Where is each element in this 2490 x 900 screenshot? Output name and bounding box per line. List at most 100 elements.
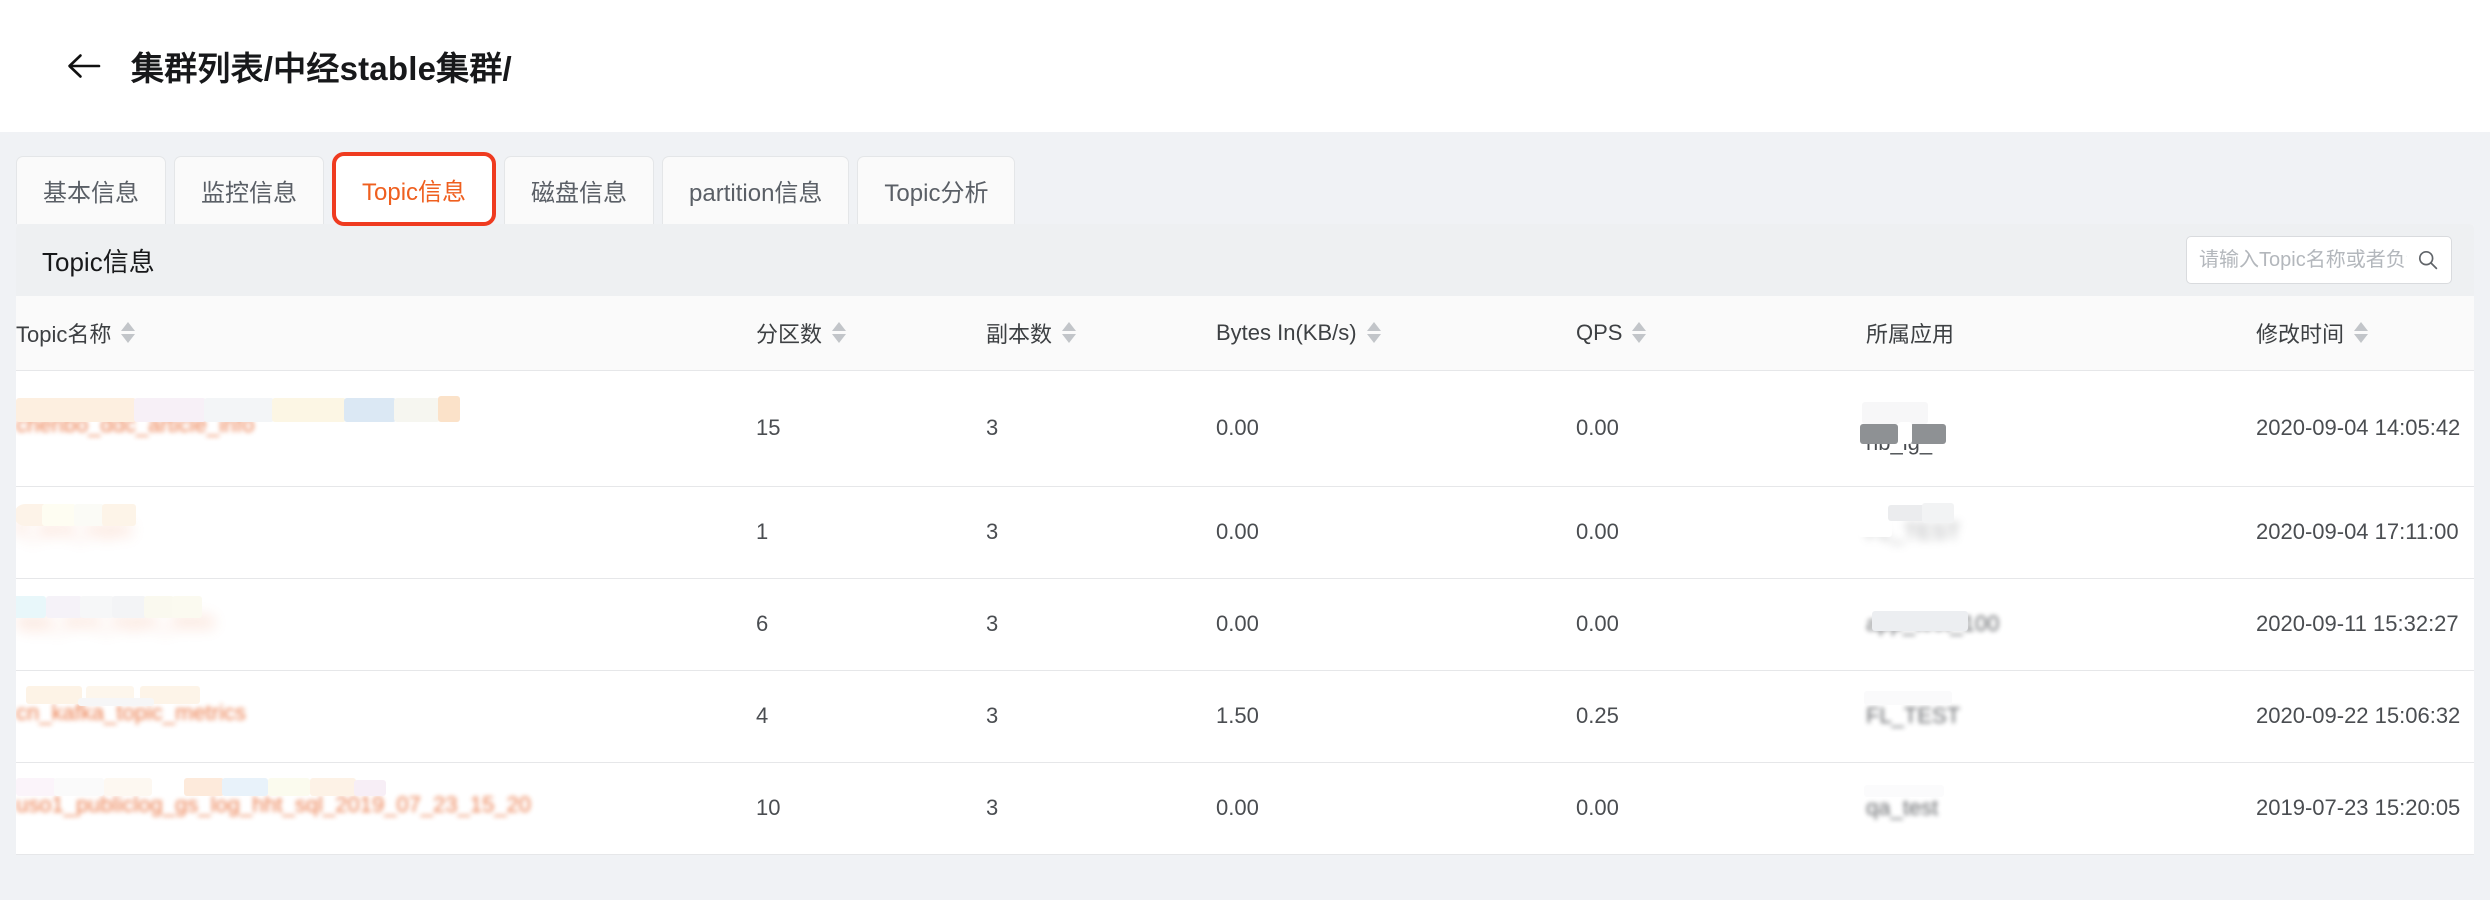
app-name-secondary: nb_lg_ xyxy=(1866,430,1933,455)
caret-up-icon xyxy=(121,322,136,332)
column-header-bytes-in[interactable]: Bytes In(KB/s) xyxy=(1216,296,1576,371)
caret-down-icon xyxy=(1366,334,1381,344)
cell-topic-name[interactable]: uso1_publiclog_gs_log_hht_sql_2019_07_23… xyxy=(16,762,756,855)
caret-down-icon xyxy=(121,334,136,344)
sort-toggle-modified-time[interactable] xyxy=(2354,322,2369,344)
cell-modified-time: 2019-07-23 15:20:05 xyxy=(2256,762,2474,855)
table-row[interactable]: app_test_topic_data 6 3 0.00 0.00 app_ xyxy=(16,578,2474,671)
cell-qps: 0.00 xyxy=(1576,578,1866,671)
redacted-app-name: qa_test xyxy=(1864,785,1944,823)
panel-title: Topic信息 xyxy=(42,246,155,277)
column-header-partitions[interactable]: 分区数 xyxy=(756,296,986,371)
sort-toggle-replicas[interactable] xyxy=(1062,322,1077,344)
topic-name-link[interactable]: app_test_topic_data xyxy=(16,608,215,633)
cell-replicas: 3 xyxy=(986,578,1216,671)
cell-partitions: 10 xyxy=(756,762,986,855)
caret-up-icon xyxy=(2354,322,2369,332)
caret-up-icon xyxy=(1366,322,1381,332)
caret-down-icon xyxy=(2354,334,2369,344)
arrow-left-icon[interactable] xyxy=(62,44,106,88)
caret-down-icon xyxy=(832,334,847,344)
table-row[interactable]: uso1_publiclog_gs_log_hht_sql_2019_07_23… xyxy=(16,762,2474,855)
redacted-topic-name: uso1_publiclog_gs_log_hht_sql_2019_07_23… xyxy=(16,778,532,824)
topic-name-link[interactable]: chenbo_ddc_article_info xyxy=(16,412,255,437)
column-header-app: 所属应用 xyxy=(1866,296,2256,371)
cell-bytes-in: 0.00 xyxy=(1216,578,1576,671)
sort-toggle-topic-name[interactable] xyxy=(121,322,136,344)
cell-app: app_test_100 xyxy=(1866,578,2256,671)
tab-bar: 基本信息 监控信息 Topic信息 磁盘信息 partition信息 Topic… xyxy=(0,132,2490,226)
topic-name-link[interactable]: fl_test_topic xyxy=(16,516,134,541)
topic-name-link[interactable]: uso1_publiclog_gs_log_hht_sql_2019_07_23… xyxy=(16,792,532,817)
table-row[interactable]: fl_test_topic 1 3 0.00 0.00 FL_TEST xyxy=(16,486,2474,579)
tab-topic-analysis[interactable]: Topic分析 xyxy=(857,156,1016,224)
cell-app: FL_TEST xyxy=(1858,486,2256,579)
topic-name-link[interactable]: cn_kafka_topic_metrics xyxy=(16,700,246,725)
cell-replicas: 3 xyxy=(986,762,1216,855)
sort-toggle-bytes-in[interactable] xyxy=(1366,322,1381,344)
cell-qps: 0.00 xyxy=(1576,762,1866,855)
table-row[interactable]: cn_kafka_topic_metrics 4 3 1.50 0.25 FL_… xyxy=(16,670,2474,763)
redacted-app-name: katka nb_lg_ xyxy=(1860,398,1946,457)
cell-replicas: 3 xyxy=(986,486,1216,579)
tab-topic-info[interactable]: Topic信息 xyxy=(332,152,497,226)
cell-modified-time: 2020-09-22 15:06:32 xyxy=(2256,670,2474,763)
cell-bytes-in: 0.00 xyxy=(1216,486,1576,579)
app-name: katka xyxy=(1866,400,1919,426)
cell-partitions: 1 xyxy=(756,486,986,579)
app-name: app_test_100 xyxy=(1866,611,2000,637)
search-input[interactable] xyxy=(2186,236,2452,284)
table-row[interactable]: chenbo_ddc_article_info 15 3 0.00 0.00 xyxy=(16,370,2474,487)
cell-topic-name[interactable]: cn_kafka_topic_metrics xyxy=(16,670,756,763)
cell-topic-name[interactable]: fl_test_topic xyxy=(16,486,756,579)
cell-partitions: 6 xyxy=(756,578,986,671)
column-label: QPS xyxy=(1576,319,1623,345)
search-box xyxy=(2186,236,2452,284)
tab-partition-info[interactable]: partition信息 xyxy=(662,156,850,224)
caret-up-icon xyxy=(1062,322,1077,332)
sort-toggle-partitions[interactable] xyxy=(832,322,847,344)
cell-partitions: 15 xyxy=(756,370,986,487)
redacted-app-name: FL_TEST xyxy=(1858,503,1961,547)
card-header: Topic信息 xyxy=(16,224,2474,296)
column-label: 副本数 xyxy=(986,321,1053,347)
redacted-topic-name: cn_kafka_topic_metrics xyxy=(16,686,246,732)
column-label: 所属应用 xyxy=(1866,321,1955,347)
redacted-topic-name: app_test_topic_data xyxy=(16,596,215,640)
topic-info-card: Topic信息 Topic名称 xyxy=(16,224,2474,855)
caret-up-icon xyxy=(832,322,847,332)
cell-bytes-in: 0.00 xyxy=(1216,762,1576,855)
column-label: 修改时间 xyxy=(2256,321,2345,347)
cell-bytes-in: 1.50 xyxy=(1216,670,1576,763)
sort-toggle-qps[interactable] xyxy=(1632,322,1647,344)
page-header: 集群列表/中经stable集群/ xyxy=(0,0,2490,132)
redacted-topic-name: fl_test_topic xyxy=(16,504,136,548)
tab-monitor-info[interactable]: 监控信息 xyxy=(174,156,324,224)
cell-qps: 0.00 xyxy=(1576,486,1866,579)
cell-modified-time: 2020-09-11 15:32:27 xyxy=(2256,578,2474,671)
app-name: FL_TEST xyxy=(1866,703,1961,729)
redacted-app-name: FL_TEST xyxy=(1864,691,1961,731)
column-header-modified-time[interactable]: 修改时间 xyxy=(2256,296,2474,371)
caret-down-icon xyxy=(1632,334,1647,344)
cell-partitions: 4 xyxy=(756,670,986,763)
cell-modified-time: 2020-09-04 17:11:00 xyxy=(2256,486,2474,579)
column-header-qps[interactable]: QPS xyxy=(1576,296,1866,371)
cell-replicas: 3 xyxy=(986,370,1216,487)
tab-disk-info[interactable]: 磁盘信息 xyxy=(504,156,655,224)
search-icon[interactable] xyxy=(2416,248,2440,272)
cell-topic-name[interactable]: chenbo_ddc_article_info xyxy=(16,370,756,487)
column-header-topic-name[interactable]: Topic名称 xyxy=(16,296,756,371)
caret-up-icon xyxy=(1632,322,1647,332)
app-name: FL_TEST xyxy=(1866,519,1961,545)
table-header-row: Topic名称 分区数 xyxy=(16,296,2474,371)
cell-app: FL_TEST xyxy=(1864,670,2256,763)
column-label: 分区数 xyxy=(756,321,823,347)
tab-basic-info[interactable]: 基本信息 xyxy=(16,156,166,224)
cell-topic-name[interactable]: app_test_topic_data xyxy=(16,578,756,671)
cell-qps: 0.00 xyxy=(1576,370,1866,487)
breadcrumb: 集群列表/中经stable集群/ xyxy=(131,50,512,87)
column-header-replicas[interactable]: 副本数 xyxy=(986,296,1216,371)
cell-app: katka nb_lg_ xyxy=(1860,370,2256,487)
cell-qps: 0.25 xyxy=(1576,670,1866,763)
